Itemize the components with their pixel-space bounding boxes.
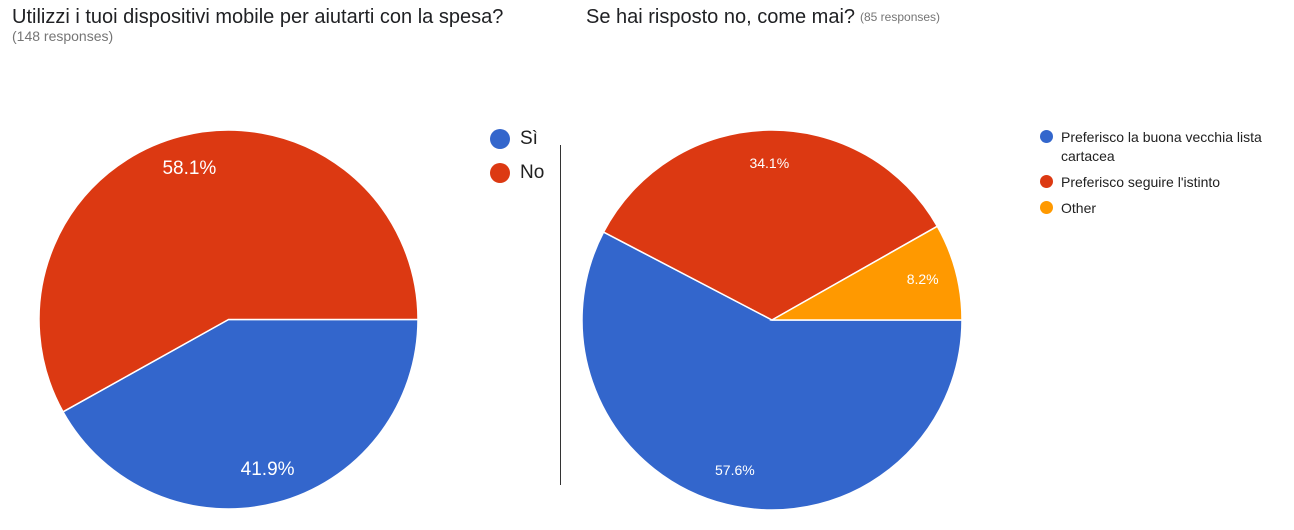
chart-1-title: Utilizzi i tuoi dispositivi mobile per a…	[12, 6, 504, 28]
chart-2-response-count: (85 responses)	[860, 10, 941, 24]
legend-label: Other	[1061, 200, 1097, 216]
chart-2-legend-item-2: Preferisco seguire l'istinto	[1040, 173, 1294, 192]
legend-swatch-icon	[490, 129, 510, 149]
chart-2-title: Se hai risposto no, come mai?	[586, 6, 856, 28]
chart-1-response-count: (148 responses)	[12, 28, 114, 44]
pie-2-slice-1	[581, 231, 963, 511]
legend-label: Sì	[520, 128, 538, 149]
pie-2-data-label-3: 8.2%	[907, 271, 939, 287]
legend-label: Preferisco seguire l'istinto	[1061, 174, 1221, 190]
pie-1-data-label-1: 41.9%	[241, 459, 295, 480]
pie-2-data-label-1: 57.6%	[715, 462, 755, 478]
chart-1-legend-item-1: Sì	[490, 122, 544, 156]
pie-1-slice-1	[61, 318, 419, 510]
chart-2-legend: Preferisco la buona vecchia lista cartac…	[1040, 128, 1294, 225]
pie-1-slice-2	[38, 129, 419, 413]
pie-2-slice-3	[769, 225, 963, 321]
pie-1-data-label-2: 58.1%	[162, 158, 216, 179]
legend-swatch-icon	[1040, 175, 1053, 188]
chart-divider	[560, 145, 561, 485]
legend-label: Preferisco la buona vecchia lista cartac…	[1061, 129, 1262, 164]
pie-chart-1: 41.9% 58.1%	[38, 129, 419, 510]
legend-swatch-icon	[490, 163, 510, 183]
legend-swatch-icon	[1040, 201, 1053, 214]
chart-2-legend-item-1: Preferisco la buona vecchia lista cartac…	[1040, 128, 1294, 166]
legend-label: No	[520, 162, 545, 183]
pie-2-slice-2	[602, 129, 939, 321]
pie-2-data-label-2: 34.1%	[749, 155, 789, 171]
legend-swatch-icon	[1040, 130, 1053, 143]
chart-1-legend: Sì No	[490, 122, 544, 190]
chart-1-legend-item-2: No	[490, 156, 544, 190]
chart-2-legend-item-3: Other	[1040, 199, 1294, 218]
pie-chart-2: 57.6% 34.1% 8.2%	[581, 129, 963, 511]
